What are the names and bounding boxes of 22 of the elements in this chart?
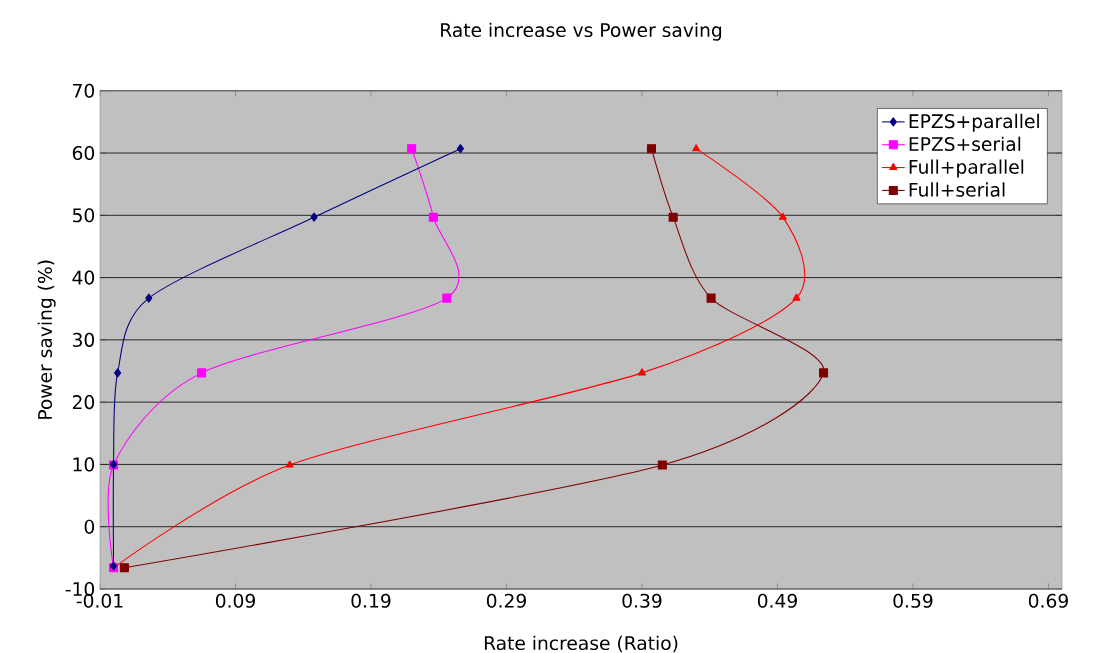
- y-tick-label: 50: [72, 208, 95, 223]
- y-tick-label: 20: [72, 395, 95, 410]
- x-tick-label: 0.09: [215, 593, 255, 608]
- legend-label: EPZS+serial: [909, 136, 1021, 152]
- x-tick-label: 0.69: [1028, 593, 1068, 608]
- legend-label: Full+parallel: [909, 159, 1024, 178]
- y-axis-title: Power saving (%): [37, 260, 56, 419]
- chart-title: Rate increase vs Power saving: [441, 22, 722, 41]
- x-tick-label: 0.59: [893, 593, 933, 608]
- x-tick-label: 0.49: [757, 593, 797, 608]
- x-axis-title: Rate increase (Ratio): [484, 635, 678, 653]
- y-tick-label: 10: [73, 457, 95, 472]
- y-tick-label: 70: [73, 83, 95, 98]
- legend-label: EPZS+parallel: [909, 113, 1039, 132]
- legend-label: Full+serial: [909, 182, 1005, 197]
- y-tick-label: 30: [72, 332, 95, 347]
- y-tick-label: 60: [72, 145, 95, 161]
- x-tick-label: 0.19: [351, 593, 391, 608]
- x-tick-label: 0.39: [622, 593, 662, 608]
- x-tick-label: 0.29: [486, 593, 526, 608]
- y-tick-label: 0: [84, 519, 95, 534]
- y-tick-label: 40: [72, 270, 95, 285]
